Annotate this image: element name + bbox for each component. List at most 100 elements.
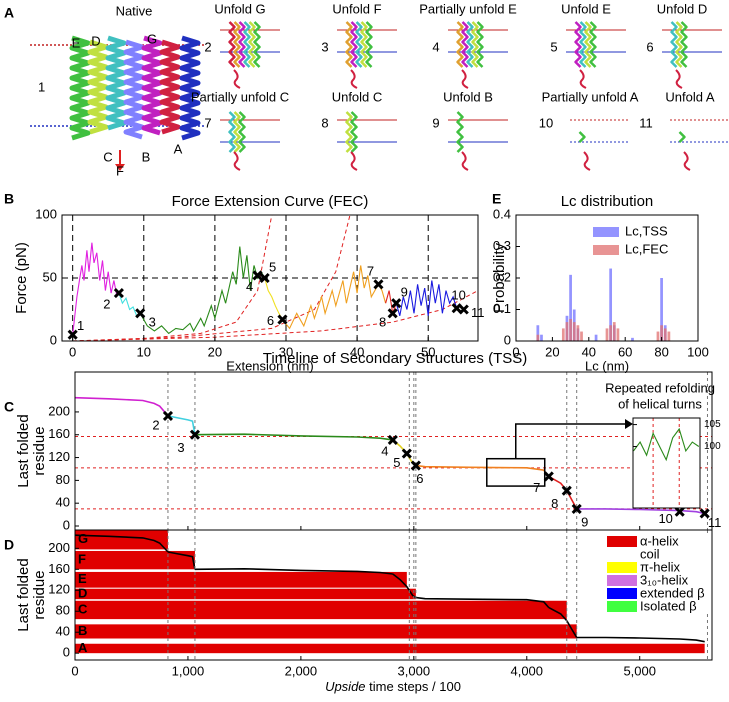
helix-letter: A: [174, 141, 183, 156]
helix-drawing: [238, 21, 246, 68]
legend-label: 3₁₀-helix: [640, 572, 689, 587]
y-tick-label: 105: [704, 419, 721, 430]
tail: [579, 69, 587, 89]
helix-letter: E: [78, 571, 87, 586]
panel-label: A: [4, 5, 14, 21]
x-axis-label-italic: Upside: [325, 679, 365, 694]
helix-letter: C: [103, 149, 112, 164]
tail: [683, 151, 691, 171]
panel-label: C: [4, 399, 14, 415]
data-line: [395, 280, 465, 316]
legend-swatch: [593, 245, 619, 255]
histogram-bar: [609, 268, 613, 341]
panel-label: E: [492, 191, 501, 207]
y-tick-label: 0: [50, 332, 57, 347]
marker-label: 11: [708, 515, 722, 530]
boundary-line: [415, 596, 550, 609]
legend-label: π-helix: [640, 559, 681, 574]
state-number: 1: [38, 79, 45, 94]
helix-band: [75, 624, 577, 639]
histogram-bar: [561, 328, 565, 341]
marker: [543, 471, 554, 482]
snapshot-title: Unfold E: [561, 1, 611, 16]
snapshot-title: Partially unfold E: [419, 1, 517, 16]
snapshot-title: Unfold A: [665, 89, 714, 104]
state-number: 10: [539, 115, 553, 130]
helix-band: [75, 550, 195, 570]
x-tick-label: 100: [687, 344, 709, 359]
helix-drawing: [243, 21, 251, 68]
state-number: 5: [550, 39, 557, 54]
x-tick-label: 3,000: [398, 663, 431, 678]
helix-letter: E: [72, 35, 81, 50]
helix-drawing: [87, 39, 109, 135]
data-line: [385, 290, 397, 314]
marker: [699, 508, 710, 519]
marker-label: 8: [379, 315, 386, 330]
legend-label: Lc,FEC: [625, 241, 668, 256]
helix-drawing: [675, 21, 683, 68]
helix-drawing: [680, 21, 688, 68]
state-number: 11: [639, 115, 653, 130]
histogram-bar: [572, 322, 576, 341]
x-tick-label: 0: [512, 344, 519, 359]
snapshot-title: Partially unfold C: [191, 89, 289, 104]
helix-drawing: [123, 39, 145, 140]
snapshot-title: Unfold F: [332, 1, 381, 16]
histogram-bar: [667, 331, 671, 341]
state-number: 3: [321, 39, 328, 54]
y-tick-label: 40: [56, 624, 70, 639]
x-tick-label: 40: [582, 344, 596, 359]
tail: [675, 69, 683, 89]
helix-drawing: [476, 21, 484, 68]
marker: [458, 304, 469, 315]
marker-label: 4: [381, 443, 388, 458]
state-number: 8: [321, 115, 328, 130]
histogram-bar: [663, 328, 667, 341]
helix-band: [75, 530, 168, 550]
marker-label: 2: [152, 417, 159, 432]
fit-curve: [72, 290, 478, 341]
x-tick-label: 10: [137, 344, 151, 359]
y-tick-label: 0: [504, 332, 511, 347]
x-tick-label: 20: [208, 344, 222, 359]
histogram-bar: [660, 325, 663, 341]
helix-drawing: [228, 21, 236, 68]
legend-swatch: [607, 562, 637, 573]
helix-drawing: [456, 111, 464, 153]
helix-drawing: [238, 111, 246, 153]
y-axis-label: Force (pN): [13, 242, 30, 314]
x-tick-label: 40: [350, 344, 364, 359]
y-axis-label: residue: [31, 426, 48, 475]
y-tick-label: 0.2: [493, 269, 511, 284]
marker-label: 9: [401, 285, 408, 300]
state-number: 9: [432, 115, 439, 130]
helix-drawing: [579, 21, 587, 68]
legend-label: Lc,TSS: [625, 223, 668, 238]
helix-drawing: [360, 21, 368, 68]
zoom-arrow-head: [625, 419, 633, 429]
x-tick-label: 0: [71, 663, 78, 678]
marker: [387, 434, 398, 445]
marker-label: 3: [149, 315, 156, 330]
x-tick-label: 0: [69, 344, 76, 359]
histogram-bar: [569, 274, 572, 341]
chart-title: Force Extension Curve (FEC): [172, 193, 369, 210]
helix-drawing: [228, 111, 236, 153]
x-axis-label: Extension (nm): [226, 358, 313, 373]
legend-swatch: [607, 575, 637, 586]
marker: [391, 298, 402, 309]
helix-letter: F: [78, 552, 86, 567]
histogram-bar: [576, 325, 580, 341]
helix-letter: G: [78, 531, 88, 546]
marker-label: 4: [246, 279, 253, 294]
marker: [252, 270, 263, 281]
y-tick-label: 0.1: [493, 301, 511, 316]
helix-drawing: [466, 21, 474, 68]
tail: [583, 151, 591, 171]
data-line: [72, 242, 120, 335]
marker-label: 6: [267, 313, 274, 328]
helix-drawing: [456, 21, 464, 68]
y-tick-label: 80: [56, 603, 70, 618]
